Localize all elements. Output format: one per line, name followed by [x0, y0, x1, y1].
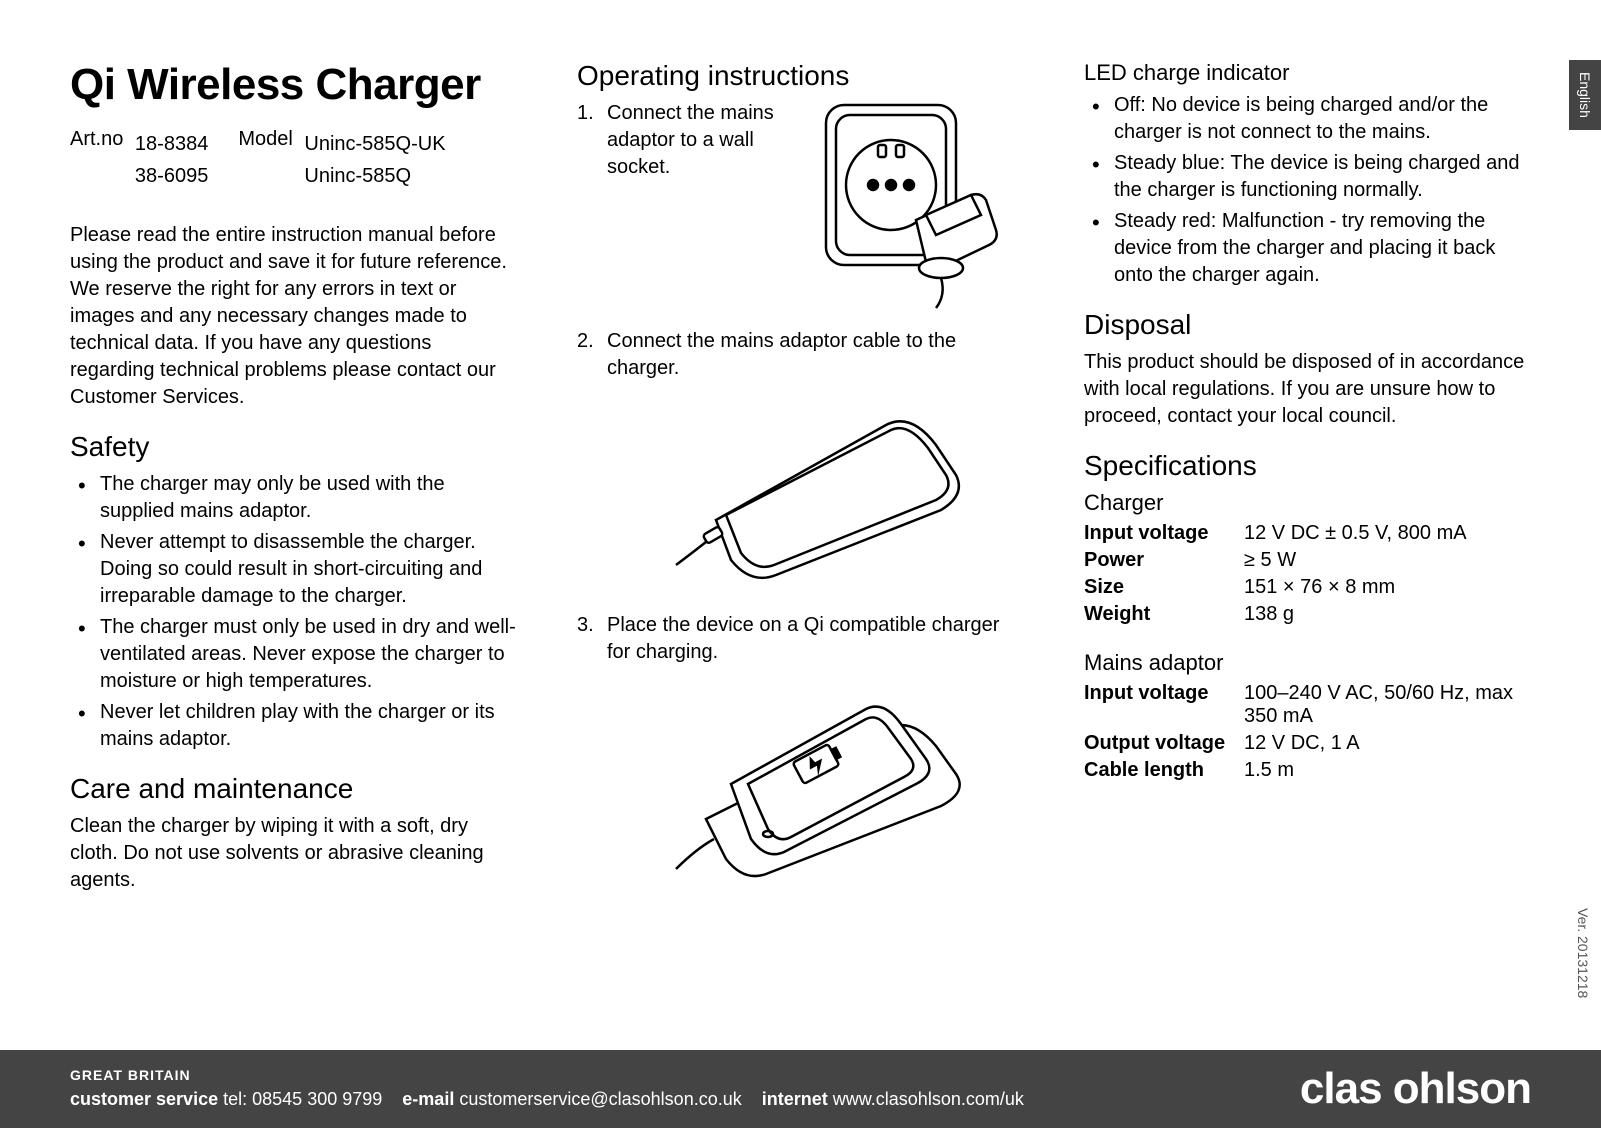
safety-item: Never let children play with the charger… — [70, 699, 517, 753]
charger-cable-icon — [656, 390, 976, 580]
spec-key: Weight — [1084, 603, 1244, 626]
spec-val: 12 V DC, 1 A — [1244, 732, 1531, 755]
step-2: Connect the mains adaptor cable to the c… — [577, 328, 1024, 588]
spec-val: 100–240 V AC, 50/60 Hz, max 350 mA — [1244, 682, 1531, 728]
footer-country: GREAT BRITAIN — [70, 1066, 1024, 1086]
model-label: Model — [238, 128, 292, 151]
footer-contact: GREAT BRITAIN customer service tel: 0854… — [70, 1066, 1024, 1113]
safety-item: The charger may only be used with the su… — [70, 471, 517, 525]
product-ids: Art.no 18-8384 38-6095 Model Uninc-585Q-… — [70, 128, 517, 192]
artno-1: 18-8384 — [135, 128, 208, 160]
step-1: Connect the mains adaptor to a wall sock… — [577, 100, 1024, 318]
doc-title: Qi Wireless Charger — [70, 60, 517, 110]
tel-number: 08545 300 9799 — [252, 1089, 382, 1109]
led-heading: LED charge indicator — [1084, 60, 1531, 86]
step-1-text: Connect the mains adaptor to a wall sock… — [607, 100, 787, 181]
email-label: e-mail — [402, 1089, 454, 1109]
safety-item: The charger must only be used in dry and… — [70, 614, 517, 695]
disposal-text: This product should be disposed of in ac… — [1084, 349, 1531, 430]
manual-page: English Ver. 20131218 Qi Wireless Charge… — [0, 0, 1601, 1128]
safety-list: The charger may only be used with the su… — [70, 471, 517, 753]
spec-key: Output voltage — [1084, 732, 1244, 755]
footer-bar: GREAT BRITAIN customer service tel: 0854… — [0, 1050, 1601, 1128]
charger-spec-table: Input voltage12 V DC ± 0.5 V, 800 mA Pow… — [1084, 522, 1531, 626]
step-2-text: Connect the mains adaptor cable to the c… — [607, 330, 956, 379]
adaptor-spec-table: Input voltage100–240 V AC, 50/60 Hz, max… — [1084, 682, 1531, 782]
step-3: Place the device on a Qi compatible char… — [577, 612, 1024, 892]
spec-val: 1.5 m — [1244, 759, 1531, 782]
artno-2: 38-6095 — [135, 160, 208, 192]
op-steps: Connect the mains adaptor to a wall sock… — [577, 100, 1024, 892]
intro-text: Please read the entire instruction manua… — [70, 222, 517, 411]
spec-key: Input voltage — [1084, 522, 1244, 545]
device-on-charger-icon — [656, 674, 976, 884]
charger-subheading: Charger — [1084, 490, 1531, 516]
email-value: customerservice@clasohlson.co.uk — [459, 1089, 741, 1109]
wall-socket-adaptor-icon — [821, 100, 1011, 310]
safety-heading: Safety — [70, 431, 517, 463]
artno-label: Art.no — [70, 128, 123, 151]
safety-item: Never attempt to disassemble the charger… — [70, 529, 517, 610]
model-2: Uninc-585Q — [304, 160, 445, 192]
language-tab: English — [1569, 60, 1601, 130]
version-text: Ver. 20131218 — [1575, 908, 1591, 998]
spec-key: Power — [1084, 549, 1244, 572]
content-columns: Qi Wireless Charger Art.no 18-8384 38-60… — [70, 60, 1531, 916]
led-list: Off: No device is being charged and/or t… — [1084, 92, 1531, 289]
model-1: Uninc-585Q-UK — [304, 128, 445, 160]
col-2: Operating instructions Connect the mains… — [577, 60, 1024, 916]
spec-val: 151 × 76 × 8 mm — [1244, 576, 1531, 599]
tel-label: tel: — [223, 1089, 247, 1109]
op-heading: Operating instructions — [577, 60, 1024, 92]
led-item: Off: No device is being charged and/or t… — [1084, 92, 1531, 146]
spec-val: ≥ 5 W — [1244, 549, 1531, 572]
care-heading: Care and maintenance — [70, 773, 517, 805]
col-1: Qi Wireless Charger Art.no 18-8384 38-60… — [70, 60, 517, 916]
disposal-heading: Disposal — [1084, 309, 1531, 341]
led-item: Steady red: Malfunction - try removing t… — [1084, 208, 1531, 289]
spec-val: 12 V DC ± 0.5 V, 800 mA — [1244, 522, 1531, 545]
internet-label: internet — [762, 1089, 828, 1109]
brand-logo: clas ohlson — [1300, 1064, 1531, 1114]
cs-label: customer service — [70, 1089, 218, 1109]
led-item: Steady blue: The device is being charged… — [1084, 150, 1531, 204]
col-3: LED charge indicator Off: No device is b… — [1084, 60, 1531, 916]
step-3-text: Place the device on a Qi compatible char… — [607, 614, 999, 663]
adaptor-subheading: Mains adaptor — [1084, 650, 1531, 676]
spec-key: Size — [1084, 576, 1244, 599]
spec-key: Cable length — [1084, 759, 1244, 782]
care-text: Clean the charger by wiping it with a so… — [70, 813, 517, 894]
spec-val: 138 g — [1244, 603, 1531, 626]
internet-value: www.clasohlson.com/uk — [833, 1089, 1024, 1109]
spec-key: Input voltage — [1084, 682, 1244, 728]
specs-heading: Specifications — [1084, 450, 1531, 482]
